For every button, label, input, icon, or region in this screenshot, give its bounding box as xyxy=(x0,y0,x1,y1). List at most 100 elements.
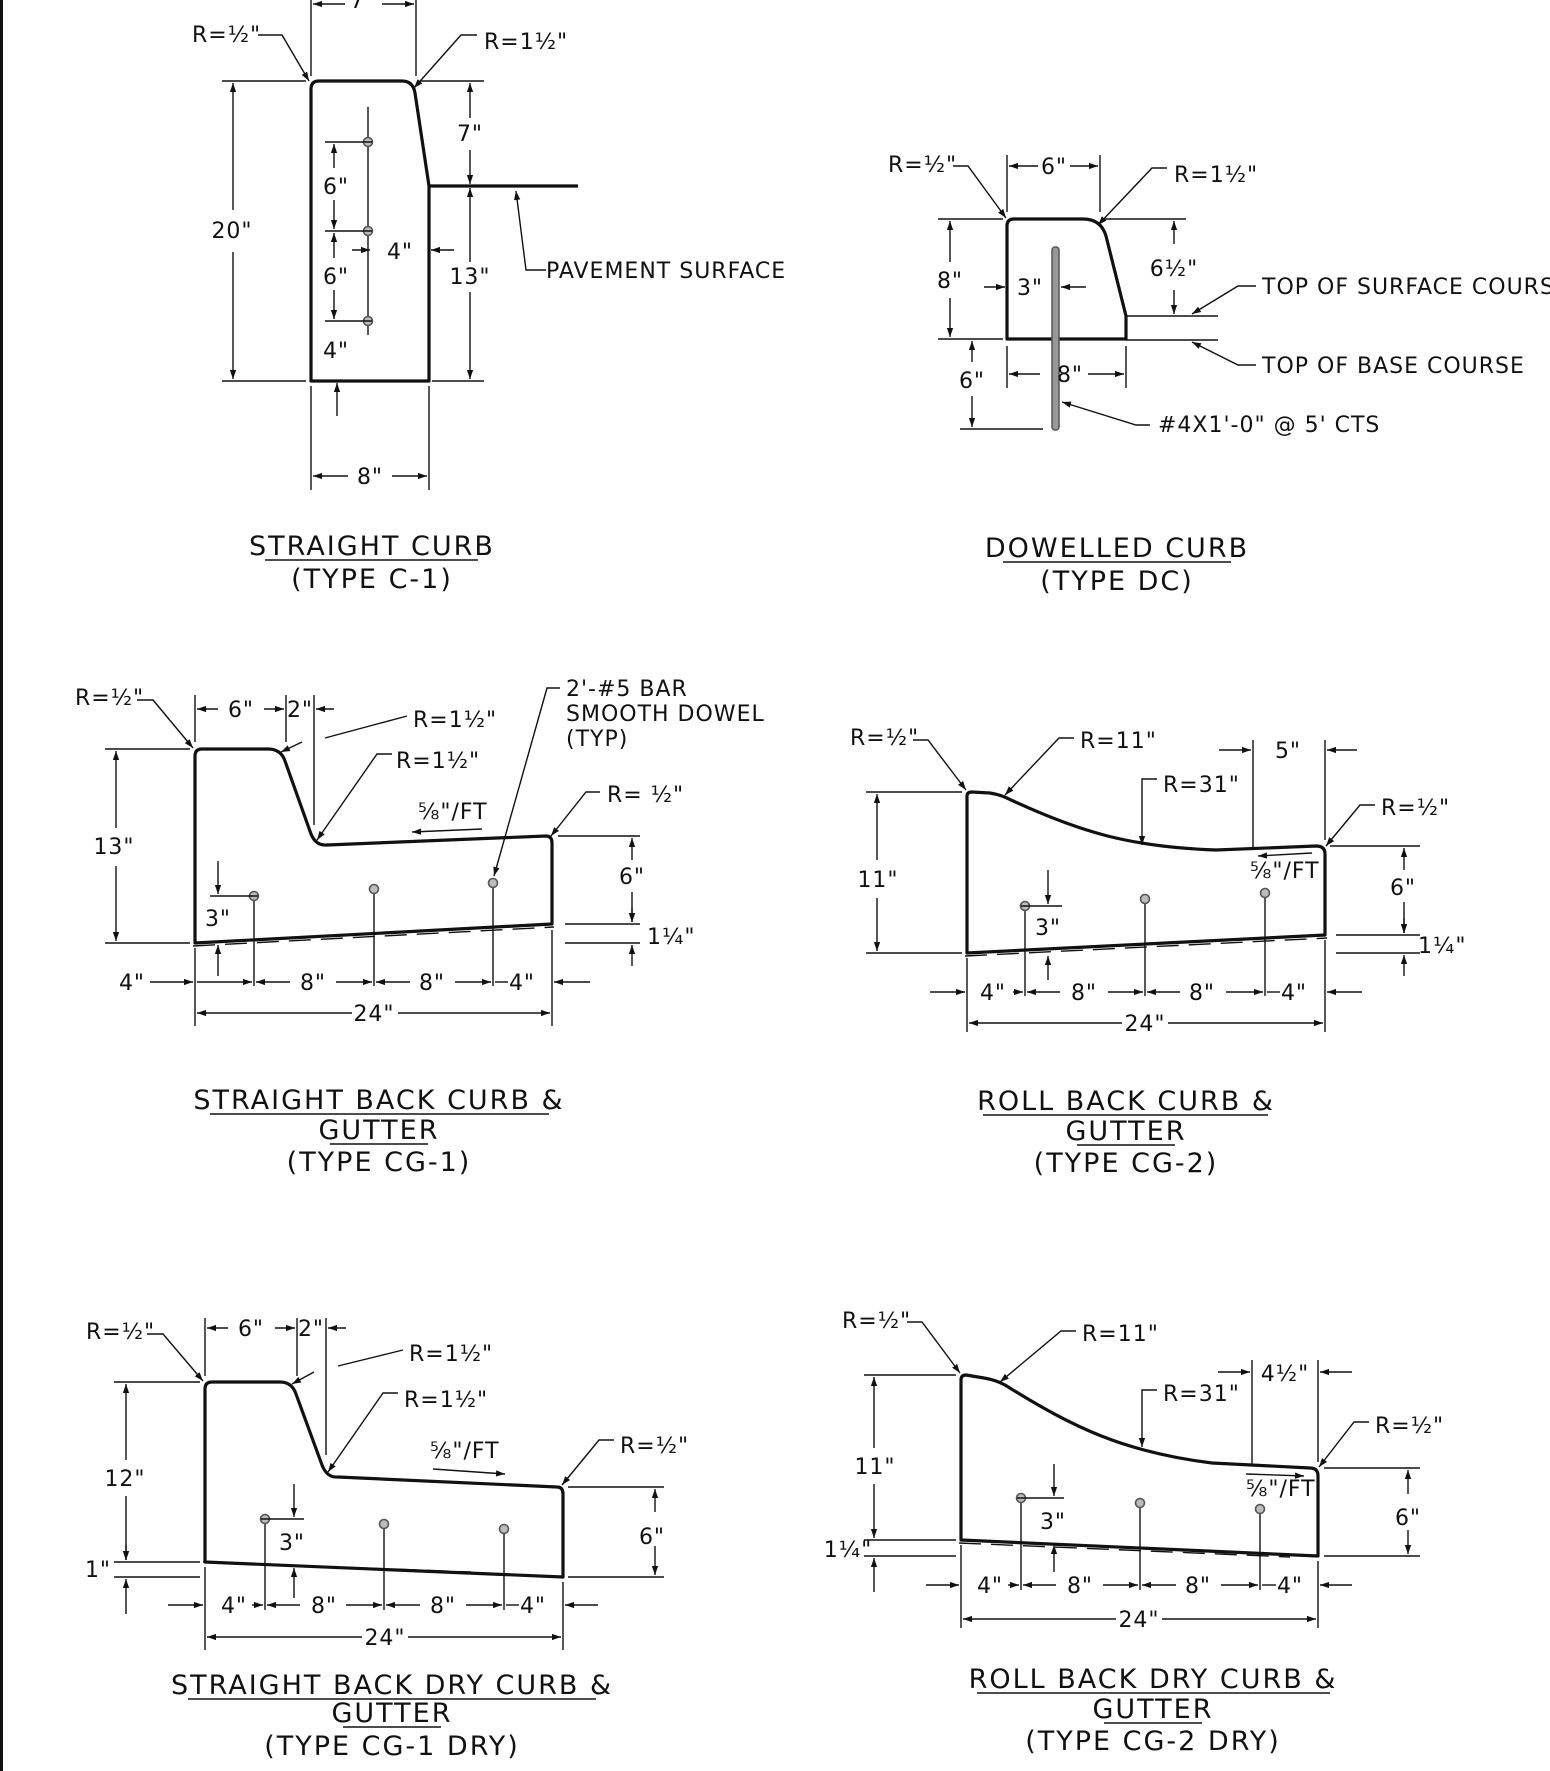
c1-spacing-6b: 6" xyxy=(323,265,349,290)
cg1-radius-1half-a: R=1½" xyxy=(413,708,497,733)
dc-embed-6: 6" xyxy=(959,369,985,394)
c1-base-8: 8" xyxy=(357,465,383,490)
c1-type: (TYPE C-1) xyxy=(291,564,453,595)
detail-cg2-dry: R=½" R=11" R=31" 4½" R=½" ⅝"/FT 11" 1¼" … xyxy=(824,1309,1444,1757)
cg2-drop-1q: 1¼" xyxy=(1418,934,1466,959)
cg2-dowel-3: 3" xyxy=(1035,916,1061,941)
cg2d-d4b: 4" xyxy=(1277,1574,1303,1599)
cg2d-total-24: 24" xyxy=(1118,1608,1159,1633)
cg1d-top-2: 2" xyxy=(298,1317,324,1342)
cg1d-slope: ⅝"/FT xyxy=(430,1439,500,1464)
cg1d-radius-half-right: R=½" xyxy=(620,1434,689,1459)
dc-base-label: TOP OF BASE COURSE xyxy=(1261,354,1525,379)
cg1-radius-half-right: R= ½" xyxy=(607,783,684,808)
cg1d-total-24: 24" xyxy=(364,1626,405,1651)
cg1d-type: (TYPE CG-1 DRY) xyxy=(264,1731,520,1762)
cg2d-radius-31: R=31" xyxy=(1163,1382,1240,1407)
c1-offset-4: 4" xyxy=(387,240,413,265)
cg1-top-6: 6" xyxy=(228,698,254,723)
cg1-d8a: 8" xyxy=(300,971,326,996)
cg1d-edge-6: 6" xyxy=(639,1525,665,1550)
dowelled-curb-profile xyxy=(1005,217,1128,341)
cg2d-d8a: 8" xyxy=(1067,1574,1093,1599)
cg1-dowel-3 xyxy=(487,877,499,889)
cg2d-edge-6: 6" xyxy=(1395,1506,1421,1531)
cg1d-d8a: 8" xyxy=(311,1594,337,1619)
dc-radius-half: R=½" xyxy=(888,153,957,178)
cg2-edge-6: 6" xyxy=(1390,876,1416,901)
cg1-bar-line1: 2'-#5 BAR xyxy=(566,677,688,702)
cg1-title: STRAIGHT BACK CURB & xyxy=(193,1085,564,1116)
cg2-total-24: 24" xyxy=(1124,1012,1165,1037)
cg1-total-24: 24" xyxy=(353,1002,394,1027)
cg2d-title: ROLL BACK DRY CURB & xyxy=(969,1664,1338,1695)
detail-straight-curb: 7" R=½" R=1½" 20" 7" 13" 6" xyxy=(192,0,785,595)
c1-spacing-4v: 4" xyxy=(323,339,349,364)
cg2d-height-11: 11" xyxy=(854,1455,895,1480)
cg1d-title: STRAIGHT BACK DRY CURB & xyxy=(171,1670,613,1701)
dc-base-8: 8" xyxy=(1057,363,1083,388)
cg1-d4b: 4" xyxy=(509,971,535,996)
cg2-radius-half: R=½" xyxy=(850,726,919,751)
cg2d-radius-11: R=11" xyxy=(1082,1322,1159,1347)
c1-title: STRAIGHT CURB xyxy=(249,531,495,562)
c1-reveal-7: 7" xyxy=(457,122,483,147)
detail-cg2: R=½" R=11" R=31" 5" R=½" ⅝"/FT 11" 6" xyxy=(850,726,1466,1179)
cg2d-d4a: 4" xyxy=(977,1574,1003,1599)
cg2-d8a: 8" xyxy=(1071,981,1097,1006)
cg2-title2: GUTTER xyxy=(1065,1116,1186,1147)
cg1-title2: GUTTER xyxy=(318,1115,439,1146)
cg2-radius-31: R=31" xyxy=(1163,773,1240,798)
cg2-d4a: 4" xyxy=(980,981,1006,1006)
c1-height-20: 20" xyxy=(211,219,252,244)
cg2-title: ROLL BACK CURB & xyxy=(977,1086,1275,1117)
cg1d-drop-1: 1" xyxy=(85,1558,111,1583)
dc-radius-1half: R=1½" xyxy=(1174,163,1258,188)
cg1-bar-line3: (TYP) xyxy=(566,727,628,752)
dc-dowel-bar xyxy=(1051,246,1060,431)
cg1-dowel-3: 3" xyxy=(205,907,231,932)
cg2-dowel-3 xyxy=(1259,887,1271,899)
cg2d-radius-half-right: R=½" xyxy=(1375,1414,1444,1439)
cg1-dry-profile xyxy=(203,1380,565,1579)
cg1-dowel-2 xyxy=(368,883,380,895)
cg1d-d4b: 4" xyxy=(520,1594,546,1619)
cg2-d4b: 4" xyxy=(1281,981,1307,1006)
c1-radius-1half: R=1½" xyxy=(484,30,568,55)
cg2-d5: 5" xyxy=(1275,739,1301,764)
cg1d-top-6: 6" xyxy=(238,1317,264,1342)
cg1d-title2: GUTTER xyxy=(331,1698,452,1729)
cg1d-radius-1half-b: R=1½" xyxy=(404,1388,488,1413)
cg1d-dowel-3 xyxy=(498,1523,510,1535)
cg1d-radius-half: R=½" xyxy=(86,1320,155,1345)
cg1-d8b: 8" xyxy=(419,971,445,996)
detail-cg1-dry: 6" 2" R=½" R=1½" R=1½" ⅝"/FT R=½" 12" 1"… xyxy=(85,1317,689,1762)
c1-below-13: 13" xyxy=(449,265,490,290)
cg2d-slope: ⅝"/FT xyxy=(1246,1477,1316,1502)
cg2d-drop-1q: 1¼" xyxy=(824,1538,872,1563)
detail-dowelled-curb: 6" R=½" R=1½" 8" 3" 6½" TOP OF SURFACE C… xyxy=(888,153,1550,597)
dc-surface-label: TOP OF SURFACE COURSE xyxy=(1261,275,1550,300)
cg2d-radius-half: R=½" xyxy=(842,1309,911,1334)
cg1-radius-1half-b: R=1½" xyxy=(396,749,480,774)
dc-reveal-6half: 6½" xyxy=(1150,257,1198,282)
cg1-edge-6: 6" xyxy=(619,865,645,890)
dc-dowel-3: 3" xyxy=(1017,276,1043,301)
cg1d-dowel-2 xyxy=(378,1518,390,1530)
cg2-radius-half-right: R=½" xyxy=(1381,796,1450,821)
dc-type: (TYPE DC) xyxy=(1040,566,1194,597)
detail-cg1: 6" 2" R=½" R=1½" R=1½" 2'-#5 BAR SMOOTH … xyxy=(75,677,765,1178)
cg1-d4a: 4" xyxy=(119,971,145,996)
c1-spacing-6a: 6" xyxy=(323,175,349,200)
cg1d-radius-1half-a: R=1½" xyxy=(409,1342,493,1367)
cg2d-type: (TYPE CG-2 DRY) xyxy=(1025,1726,1281,1757)
cg1-radius-half: R=½" xyxy=(75,686,144,711)
cg2-dowel-2 xyxy=(1139,893,1151,905)
cg2-d8b: 8" xyxy=(1189,981,1215,1006)
cg2d-dowel-2 xyxy=(1134,1497,1146,1509)
cg1d-d4a: 4" xyxy=(221,1594,247,1619)
cg2d-d8b: 8" xyxy=(1185,1574,1211,1599)
cg1-bar-line2: SMOOTH DOWEL xyxy=(566,702,765,727)
c1-top-width: 7" xyxy=(350,0,376,14)
